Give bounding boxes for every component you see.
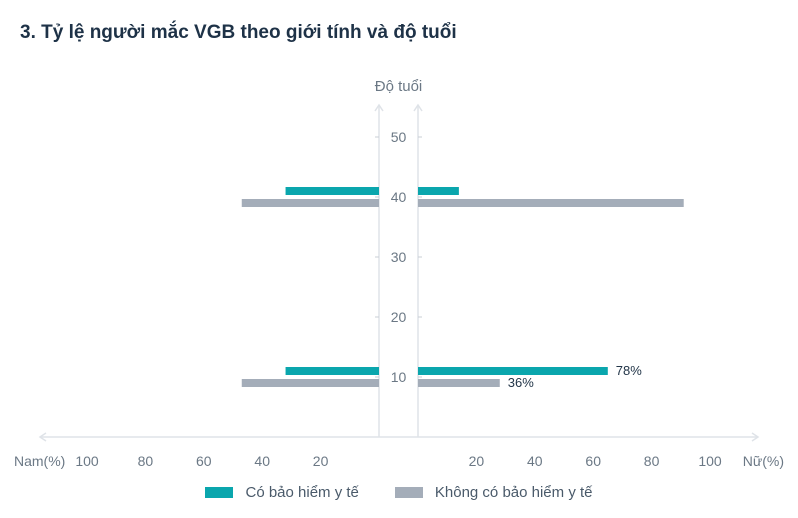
legend-item-insured[interactable]: Có bảo hiểm y tế: [205, 484, 359, 501]
age-tick-label: 40: [391, 189, 407, 205]
legend-label-uninsured: Không có bảo hiểm y tế: [434, 484, 593, 501]
age-tick-label: 30: [391, 249, 407, 265]
bar-male-insured-age-10: [285, 367, 379, 375]
x-axis-left-arrow: [38, 432, 47, 442]
bar-female-uninsured-age-40: [418, 199, 684, 207]
x-tick-label-male: 80: [138, 453, 154, 469]
bar-male-uninsured-age-10: [241, 379, 379, 387]
x-tick-label-male: 60: [196, 453, 212, 469]
x-tick-label-female: 40: [527, 453, 543, 469]
x-tick-label-female: 20: [469, 453, 485, 469]
legend-item-uninsured[interactable]: Không có bảo hiểm y tế: [394, 484, 593, 501]
age-tick-label: 50: [391, 129, 407, 145]
bar-female-uninsured-age-10: [418, 379, 500, 387]
legend-label-insured: Có bảo hiểm y tế: [245, 484, 359, 501]
chart-title: 3. Tỷ lệ người mắc VGB theo giới tính và…: [20, 22, 457, 43]
x-tick-label-male: 40: [254, 453, 270, 469]
center-axis-label: Độ tuổi: [375, 78, 423, 95]
data-label-female-insured-age-10: 78%: [616, 363, 642, 378]
legend-swatch-uninsured: [394, 487, 423, 498]
bar-female-insured-age-10: [418, 367, 608, 375]
x-axis-label-male: Nam(%): [14, 453, 65, 469]
x-tick-label-female: 100: [698, 453, 722, 469]
age-tick-label: 20: [391, 309, 407, 325]
center-axis-right-arrow: [413, 103, 423, 112]
bar-male-uninsured-age-40: [241, 199, 379, 207]
age-tick-label: 10: [391, 369, 407, 385]
x-tick-label-female: 80: [644, 453, 660, 469]
data-label-female-uninsured-age-10: 36%: [508, 375, 534, 390]
x-axis-right-arrow: [751, 432, 760, 442]
bar-male-insured-age-40: [285, 187, 379, 195]
x-tick-label-male: 20: [313, 453, 329, 469]
x-axis-label-female: Nữ(%): [743, 453, 784, 469]
bar-female-insured-age-40: [418, 187, 459, 195]
legend: Có bảo hiểm y tế Không có bảo hiểm y tế: [0, 484, 798, 501]
center-axis-left-arrow: [374, 103, 384, 112]
x-tick-label-male: 100: [75, 453, 99, 469]
legend-swatch-insured: [205, 487, 234, 498]
x-tick-label-female: 60: [585, 453, 601, 469]
